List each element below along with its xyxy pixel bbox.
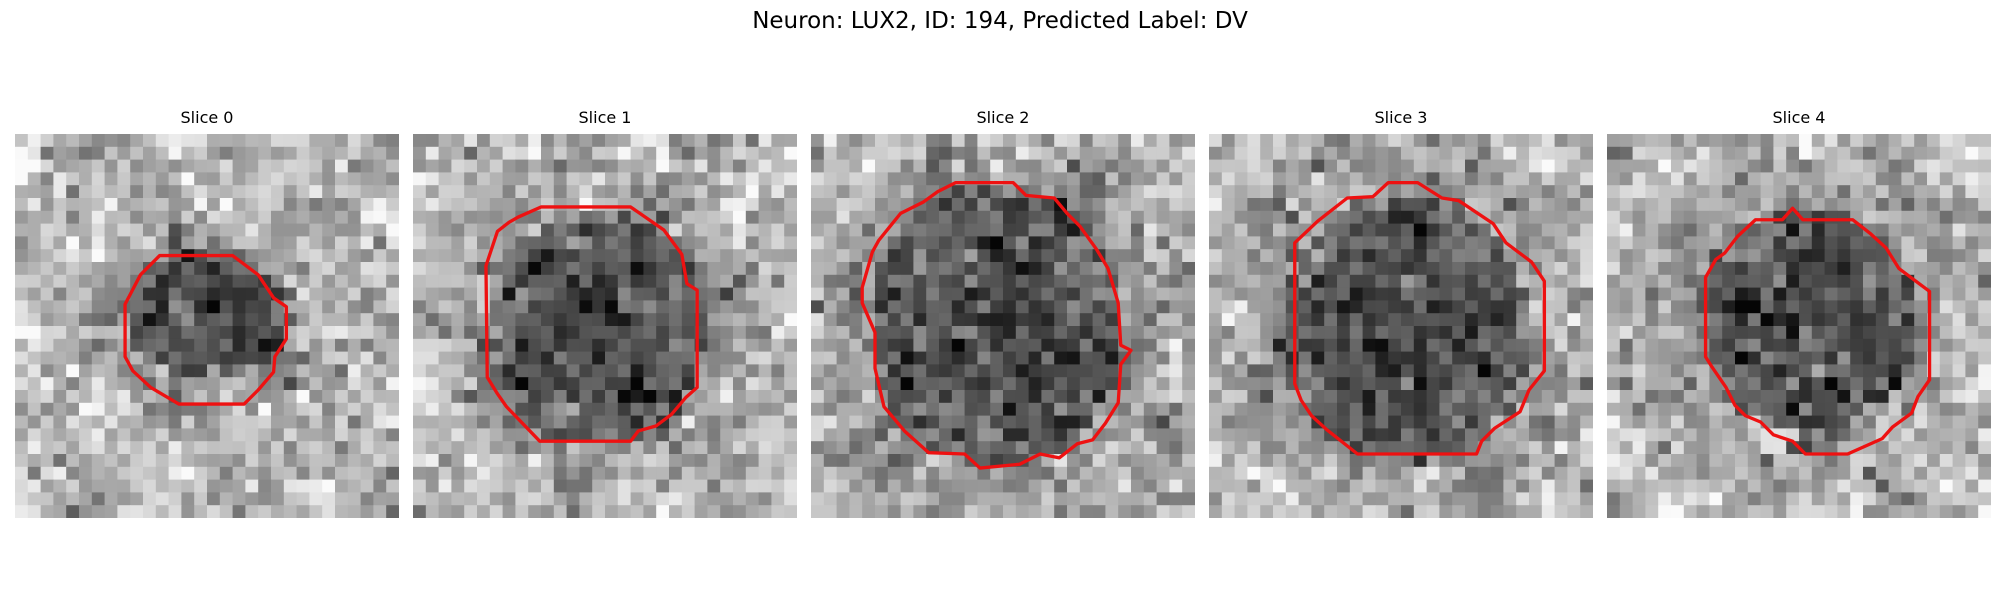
- cell-contour: [1293, 180, 1547, 456]
- slice-image: [811, 134, 1195, 518]
- pixel-grid: [811, 134, 1195, 518]
- slice-title: Slice 4: [1772, 108, 1826, 127]
- slice-panel-3: Slice 3: [1209, 108, 1593, 518]
- pixel-grid: [413, 134, 797, 518]
- slice-image: [1209, 134, 1593, 518]
- slice-panel-2: Slice 2: [811, 108, 1195, 518]
- slice-image: [15, 134, 399, 518]
- cell-contour: [123, 253, 289, 406]
- slice-panel-0: Slice 0: [15, 108, 399, 518]
- slice-title: Slice 0: [180, 108, 234, 127]
- slice-title: Slice 3: [1374, 108, 1428, 127]
- pixel-grid: [1209, 134, 1593, 518]
- cell-contour: [1703, 206, 1932, 456]
- slice-image: [1607, 134, 1991, 518]
- cell-contour: [860, 180, 1133, 470]
- slice-panel-4: Slice 4: [1607, 108, 1991, 518]
- slice-image: [413, 134, 797, 518]
- slice-title: Slice 2: [976, 108, 1030, 127]
- pixel-grid: [15, 134, 399, 518]
- slice-panel-1: Slice 1: [413, 108, 797, 518]
- slice-title: Slice 1: [578, 108, 632, 127]
- pixel-grid: [1607, 134, 1991, 518]
- figure-title: Neuron: LUX2, ID: 194, Predicted Label: …: [752, 8, 1248, 34]
- cell-contour: [484, 205, 699, 443]
